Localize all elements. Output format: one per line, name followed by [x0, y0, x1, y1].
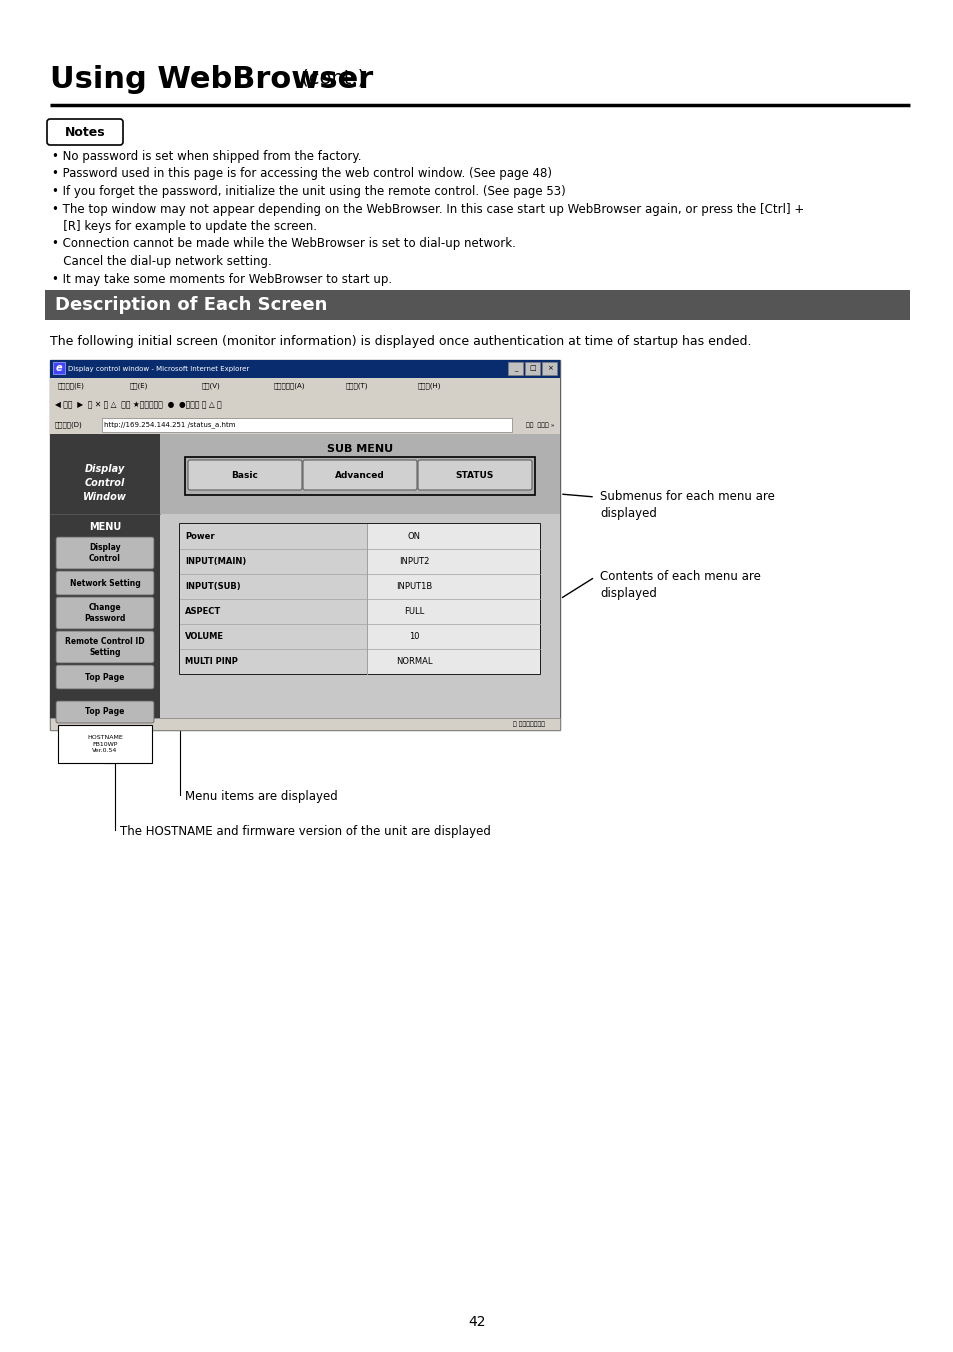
- Text: MULTI PINP: MULTI PINP: [185, 657, 237, 667]
- Text: HOSTNAME
FB10WP
Ver.0.54: HOSTNAME FB10WP Ver.0.54: [87, 735, 123, 753]
- Bar: [180, 525, 367, 549]
- Text: Submenus for each menu are
displayed: Submenus for each menu are displayed: [599, 489, 774, 521]
- Text: INPUT(MAIN): INPUT(MAIN): [185, 557, 246, 566]
- Text: ヘルプ(H): ヘルプ(H): [417, 383, 441, 389]
- Text: MENU: MENU: [89, 522, 121, 531]
- Bar: [50, 434, 160, 718]
- Text: NORMAL: NORMAL: [395, 657, 432, 667]
- Text: Contents of each menu are
displayed: Contents of each menu are displayed: [599, 571, 760, 600]
- Bar: [160, 434, 559, 514]
- Text: 42: 42: [468, 1315, 485, 1329]
- Text: Power: Power: [185, 531, 214, 541]
- Bar: [541, 362, 557, 375]
- Bar: [524, 362, 539, 375]
- Bar: [180, 549, 367, 575]
- Text: 🌐 インターネット: 🌐 インターネット: [513, 721, 544, 727]
- Bar: [185, 457, 535, 495]
- Text: ツール(T): ツール(T): [346, 383, 368, 389]
- Bar: [180, 625, 367, 649]
- Text: アドレス(D): アドレス(D): [55, 422, 83, 429]
- Bar: [50, 718, 559, 730]
- Text: Network Setting: Network Setting: [70, 579, 140, 588]
- Text: □: □: [529, 365, 536, 372]
- Text: Description of Each Screen: Description of Each Screen: [55, 296, 327, 314]
- Text: 編集(E): 編集(E): [130, 383, 149, 389]
- Text: 表示(V): 表示(V): [202, 383, 220, 389]
- Text: Remote Control ID
Setting: Remote Control ID Setting: [65, 637, 145, 657]
- Text: Notes: Notes: [65, 126, 105, 138]
- Text: ON: ON: [407, 531, 420, 541]
- Text: Advanced: Advanced: [335, 470, 384, 480]
- Text: ファイル(E): ファイル(E): [58, 383, 85, 389]
- Text: ASPECT: ASPECT: [185, 607, 221, 617]
- FancyBboxPatch shape: [56, 598, 153, 629]
- Bar: [180, 649, 367, 675]
- Bar: [50, 379, 559, 393]
- FancyBboxPatch shape: [56, 571, 153, 595]
- Text: Change
Password: Change Password: [84, 603, 126, 623]
- Text: [R] keys for example to update the screen.: [R] keys for example to update the scree…: [52, 220, 316, 233]
- Text: • Password used in this page is for accessing the web control window. (See page : • Password used in this page is for acce…: [52, 168, 552, 181]
- Bar: [180, 599, 367, 625]
- Bar: [50, 393, 559, 416]
- Bar: [367, 575, 539, 599]
- Text: SUB MENU: SUB MENU: [327, 443, 393, 454]
- FancyBboxPatch shape: [56, 700, 153, 723]
- Text: Basic: Basic: [232, 470, 258, 480]
- Text: The HOSTNAME and firmware version of the unit are displayed: The HOSTNAME and firmware version of the…: [120, 825, 491, 838]
- Bar: [367, 525, 539, 549]
- Text: e: e: [55, 362, 62, 373]
- Text: (cont.): (cont.): [294, 68, 365, 87]
- Text: Display control window - Microsoft Internet Explorer: Display control window - Microsoft Inter…: [68, 366, 249, 372]
- Text: • No password is set when shipped from the factory.: • No password is set when shipped from t…: [52, 150, 361, 164]
- Bar: [367, 625, 539, 649]
- Bar: [180, 525, 539, 675]
- Bar: [367, 649, 539, 675]
- Bar: [160, 434, 559, 718]
- Text: VOLUME: VOLUME: [185, 631, 224, 641]
- FancyBboxPatch shape: [188, 460, 302, 489]
- Text: Display
Control
Window: Display Control Window: [83, 464, 127, 502]
- Text: Menu items are displayed: Menu items are displayed: [185, 790, 337, 803]
- Bar: [180, 575, 367, 599]
- Text: INPUT1B: INPUT1B: [395, 581, 432, 591]
- FancyBboxPatch shape: [56, 537, 153, 569]
- Text: • If you forget the password, initialize the unit using the remote control. (See: • If you forget the password, initialize…: [52, 185, 565, 197]
- Text: Top Page: Top Page: [85, 672, 125, 681]
- Bar: [507, 362, 522, 375]
- Text: STATUS: STATUS: [456, 470, 494, 480]
- Text: Cancel the dial-up network setting.: Cancel the dial-up network setting.: [52, 256, 272, 268]
- Text: ◀ 戻る  ▶  ・ ✕ 🔲 △  検索 ★お気に入り  ●  ●・🖼🖼 🖼 △ 🔲: ◀ 戻る ▶ ・ ✕ 🔲 △ 検索 ★お気に入り ● ●・🖼🖼 🖼 △ 🔲: [55, 400, 221, 410]
- Text: 10: 10: [408, 631, 418, 641]
- Bar: [102, 418, 512, 433]
- Text: The following initial screen (monitor information) is displayed once authenticat: The following initial screen (monitor in…: [50, 335, 751, 347]
- Text: _: _: [514, 365, 517, 372]
- Text: Using WebBrowser: Using WebBrowser: [50, 65, 373, 95]
- FancyBboxPatch shape: [56, 665, 153, 690]
- Text: INPUT2: INPUT2: [398, 557, 429, 566]
- Bar: [58, 725, 152, 763]
- Bar: [50, 360, 559, 379]
- Text: ×: ×: [546, 365, 552, 372]
- FancyBboxPatch shape: [56, 631, 153, 662]
- Bar: [53, 362, 65, 375]
- Bar: [45, 289, 909, 320]
- Text: • Connection cannot be made while the WebBrowser is set to dial-up network.: • Connection cannot be made while the We…: [52, 238, 516, 250]
- Text: お気に入り(A): お気に入り(A): [274, 383, 305, 389]
- Bar: [367, 599, 539, 625]
- Text: • The top window may not appear depending on the WebBrowser. In this case start : • The top window may not appear dependin…: [52, 203, 803, 215]
- Bar: [50, 416, 559, 434]
- FancyBboxPatch shape: [417, 460, 532, 489]
- Text: • It may take some moments for WebBrowser to start up.: • It may take some moments for WebBrowse…: [52, 273, 392, 285]
- FancyBboxPatch shape: [303, 460, 416, 489]
- FancyBboxPatch shape: [47, 119, 123, 145]
- Text: FULL: FULL: [403, 607, 424, 617]
- Bar: [367, 549, 539, 575]
- Bar: [50, 360, 559, 730]
- Text: INPUT(SUB): INPUT(SUB): [185, 581, 240, 591]
- Text: 移動  リンク »: 移動 リンク »: [526, 422, 555, 427]
- Text: http://169.254.144.251 /status_a.htm: http://169.254.144.251 /status_a.htm: [104, 422, 235, 429]
- Text: Top Page: Top Page: [85, 707, 125, 717]
- Text: Display
Control: Display Control: [89, 544, 121, 562]
